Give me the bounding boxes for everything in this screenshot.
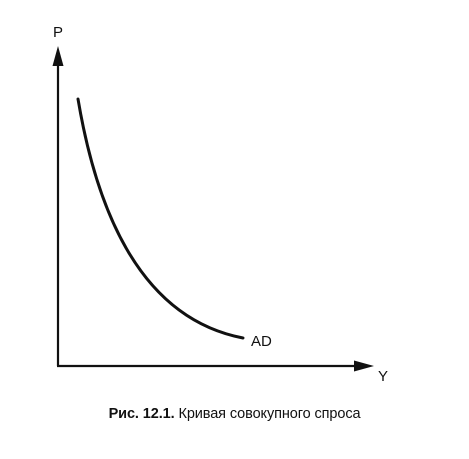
caption-number: Рис. 12.1.	[108, 406, 175, 422]
y-axis-label: P	[53, 24, 63, 41]
ad-curve	[76, 97, 245, 340]
caption-text: Кривая совокупного спроса	[178, 406, 361, 422]
x-axis-label: Y	[378, 368, 388, 385]
figure-caption: Рис. 12.1. Кривая совокупного спроса	[0, 406, 469, 422]
ad-curve-label: AD	[251, 333, 272, 350]
y-axis-arrowhead	[52, 46, 64, 66]
x-axis-arrowhead	[354, 360, 374, 372]
